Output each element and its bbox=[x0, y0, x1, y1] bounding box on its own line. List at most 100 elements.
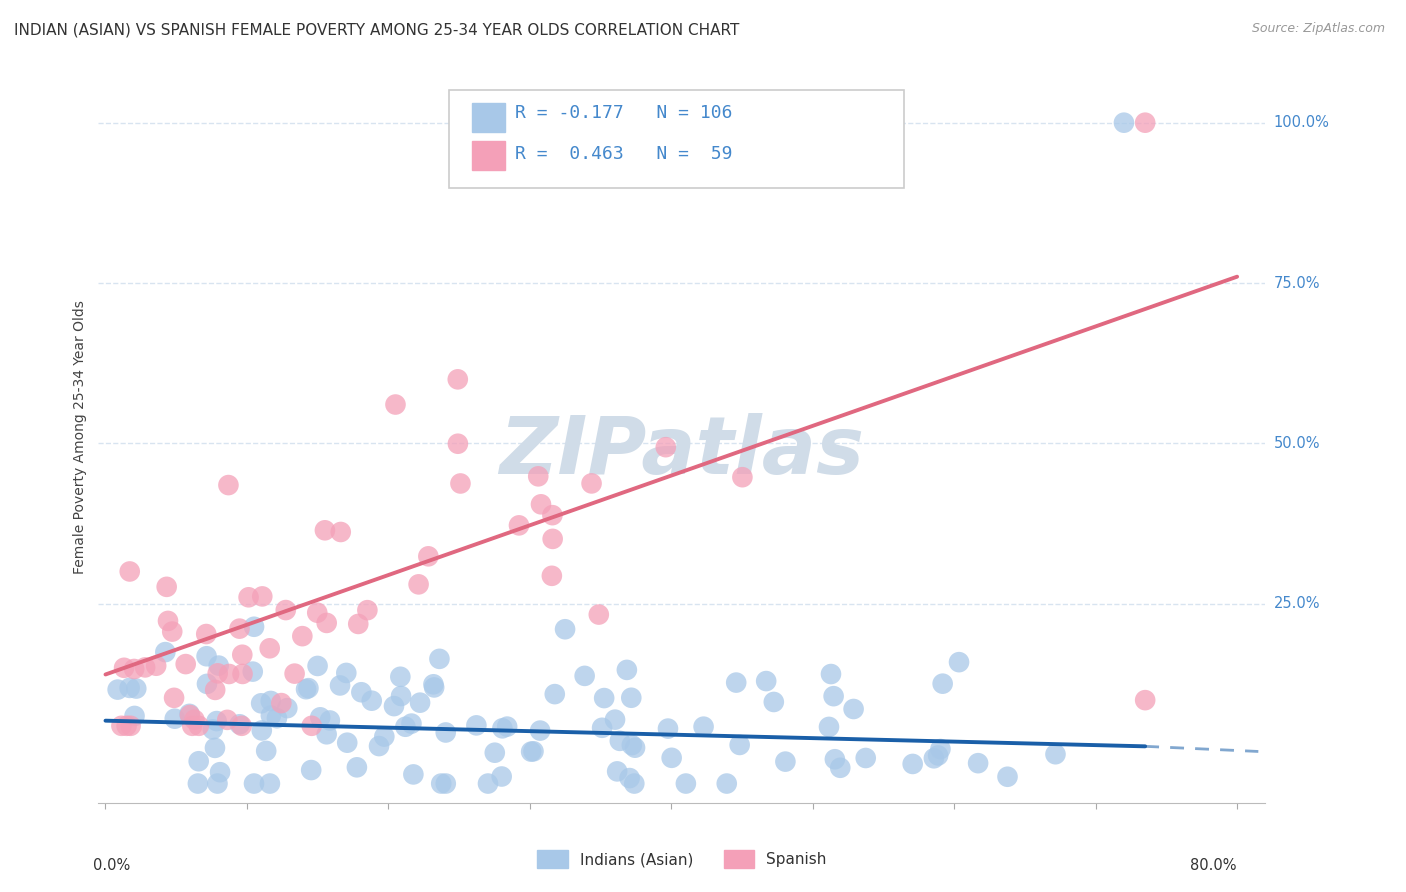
Point bbox=[581, 476, 603, 491]
Point bbox=[692, 720, 714, 734]
Point bbox=[591, 721, 613, 735]
Point bbox=[655, 440, 678, 454]
Point bbox=[389, 670, 412, 684]
Point bbox=[187, 754, 209, 768]
Point bbox=[1133, 116, 1156, 130]
Point bbox=[155, 645, 177, 659]
Point bbox=[430, 776, 453, 790]
Point bbox=[401, 716, 423, 731]
Point bbox=[125, 681, 148, 696]
Point bbox=[927, 748, 949, 763]
Point bbox=[204, 740, 226, 755]
Point bbox=[623, 776, 645, 790]
Point bbox=[231, 648, 253, 662]
Point bbox=[335, 665, 357, 680]
Text: 50.0%: 50.0% bbox=[1274, 436, 1320, 451]
Point bbox=[122, 662, 145, 676]
Point bbox=[309, 710, 332, 724]
Point bbox=[156, 614, 179, 628]
Point bbox=[183, 713, 205, 727]
Point bbox=[187, 776, 209, 790]
Point bbox=[112, 661, 135, 675]
Point bbox=[447, 372, 470, 386]
Point bbox=[336, 736, 359, 750]
Point bbox=[484, 746, 506, 760]
Point bbox=[496, 720, 519, 734]
Point bbox=[554, 622, 576, 636]
Text: 0.0%: 0.0% bbox=[93, 858, 129, 872]
Point bbox=[997, 770, 1019, 784]
Point bbox=[394, 720, 416, 734]
Point bbox=[307, 659, 329, 673]
Point bbox=[373, 730, 395, 744]
Point bbox=[731, 470, 754, 484]
Point bbox=[232, 667, 254, 681]
Point bbox=[762, 695, 785, 709]
Point bbox=[1133, 693, 1156, 707]
Point bbox=[201, 723, 224, 737]
Point bbox=[195, 649, 218, 664]
Point bbox=[477, 776, 499, 790]
Point bbox=[315, 727, 337, 741]
Point bbox=[512, 116, 534, 130]
Point bbox=[855, 751, 877, 765]
Bar bbox=[472, 141, 505, 170]
Point bbox=[254, 744, 277, 758]
Point bbox=[179, 708, 201, 723]
Text: INDIAN (ASIAN) VS SPANISH FEMALE POVERTY AMONG 25-34 YEAR OLDS CORRELATION CHART: INDIAN (ASIAN) VS SPANISH FEMALE POVERTY… bbox=[14, 22, 740, 37]
Point bbox=[842, 702, 865, 716]
Point bbox=[520, 745, 543, 759]
Point bbox=[218, 667, 240, 681]
Point bbox=[207, 776, 229, 790]
Point bbox=[217, 713, 239, 727]
Point bbox=[508, 518, 530, 533]
Point bbox=[449, 476, 471, 491]
Point bbox=[901, 756, 924, 771]
Point bbox=[356, 603, 378, 617]
Point bbox=[922, 751, 945, 765]
Point bbox=[823, 689, 845, 703]
Y-axis label: Female Poverty Among 25-34 Year Olds: Female Poverty Among 25-34 Year Olds bbox=[73, 300, 87, 574]
Text: 75.0%: 75.0% bbox=[1274, 276, 1320, 291]
Point bbox=[603, 713, 626, 727]
Point bbox=[124, 709, 146, 723]
Point bbox=[818, 720, 841, 734]
Point bbox=[291, 629, 314, 643]
Point bbox=[491, 722, 513, 736]
Point bbox=[228, 717, 250, 731]
Point bbox=[174, 657, 197, 671]
Point bbox=[118, 565, 141, 579]
Point bbox=[529, 723, 551, 738]
Text: 80.0%: 80.0% bbox=[1189, 858, 1236, 872]
Point bbox=[295, 682, 318, 697]
Point bbox=[347, 616, 370, 631]
Text: R = -0.177   N = 106: R = -0.177 N = 106 bbox=[515, 104, 733, 122]
Point bbox=[179, 706, 201, 721]
Bar bbox=[472, 103, 505, 132]
Point bbox=[616, 663, 638, 677]
Point bbox=[588, 607, 610, 622]
Point bbox=[243, 620, 266, 634]
Point bbox=[574, 669, 596, 683]
Point bbox=[402, 767, 425, 781]
Point bbox=[447, 436, 470, 450]
Point bbox=[195, 627, 218, 641]
Point bbox=[260, 694, 283, 708]
Point bbox=[929, 742, 952, 756]
Point bbox=[231, 719, 253, 733]
Point bbox=[609, 734, 631, 748]
Point bbox=[242, 665, 264, 679]
Point bbox=[346, 760, 368, 774]
Point bbox=[319, 714, 342, 728]
Point bbox=[675, 776, 697, 790]
Point bbox=[274, 603, 297, 617]
Point bbox=[368, 739, 391, 753]
Text: Source: ZipAtlas.com: Source: ZipAtlas.com bbox=[1251, 22, 1385, 36]
Point bbox=[541, 508, 564, 523]
Point bbox=[160, 624, 183, 639]
Point bbox=[270, 696, 292, 710]
Point bbox=[931, 676, 953, 690]
Point bbox=[228, 622, 250, 636]
Point bbox=[541, 532, 564, 546]
Point bbox=[624, 740, 647, 755]
